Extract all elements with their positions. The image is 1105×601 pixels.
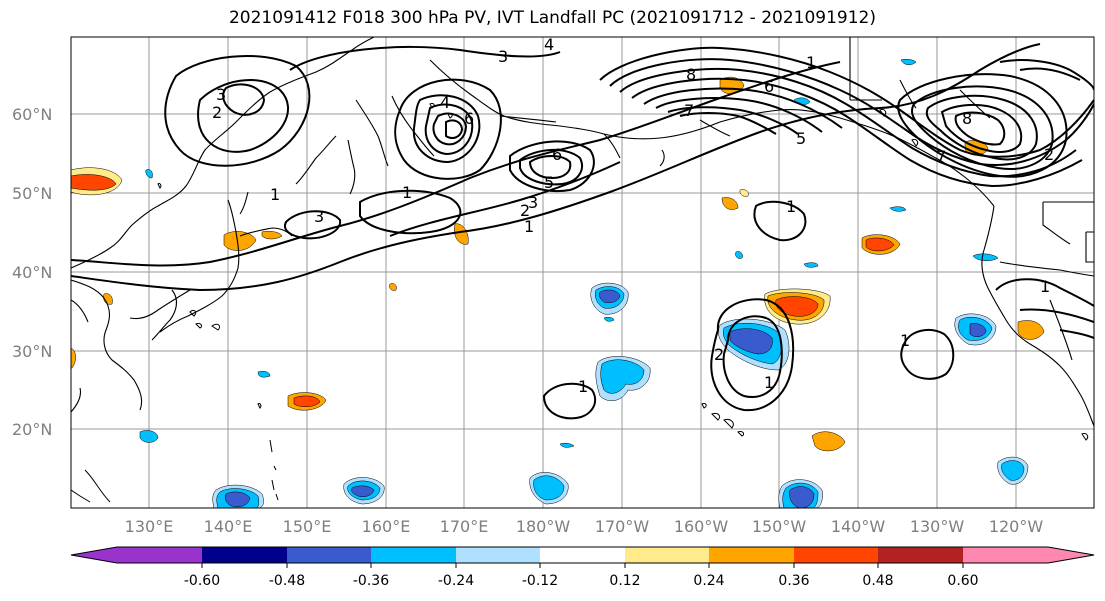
colorbar-segment — [878, 547, 963, 563]
lon-label: 150°W — [752, 517, 807, 536]
lon-label: 150°E — [283, 517, 332, 536]
lat-label: 20°N — [12, 420, 52, 439]
colorbar-tick-label: -0.12 — [522, 573, 558, 589]
colorbar-tick-label: -0.60 — [184, 573, 220, 589]
colorbar-segment — [540, 547, 625, 563]
contour-label: 1 — [578, 377, 588, 396]
contour-label: 2 — [1044, 145, 1054, 164]
lon-label: 130°E — [125, 517, 174, 536]
colorbar-segment — [794, 547, 878, 563]
colorbar-segment — [202, 547, 287, 563]
contour-label: 4 — [440, 93, 450, 112]
lon-label: 170°E — [440, 517, 489, 536]
colorbar-segment — [287, 547, 371, 563]
contour-label: 1 — [402, 183, 412, 202]
latitude-labels: 60°N 50°N 40°N 30°N 20°N — [12, 105, 52, 439]
lon-label: 130°W — [910, 517, 965, 536]
ivt-shading — [71, 58, 1045, 508]
lat-label: 60°N — [12, 105, 52, 124]
contour-label: 3 — [528, 193, 538, 212]
longitude-labels: 130°E 140°E 150°E 160°E 170°E 180°W 170°… — [125, 517, 1044, 536]
lon-label: 160°E — [362, 517, 411, 536]
contour-label: 3 — [498, 47, 508, 66]
contour-label: 7 — [684, 101, 694, 120]
lon-label: 180°W — [516, 517, 571, 536]
colorbar-tick-label: -0.24 — [438, 573, 474, 589]
contour-label: 2 — [212, 103, 222, 122]
colorbar-segment — [1048, 547, 1094, 563]
colorbar-segment — [456, 547, 540, 563]
colorbar-tick-label: 0.36 — [778, 573, 809, 589]
colorbar-segment — [371, 547, 456, 563]
colorbar-segment — [709, 547, 794, 563]
contour-label: 3 — [216, 85, 226, 104]
pv-contours — [71, 43, 1094, 420]
islands — [71, 103, 1089, 503]
contour-label: 5 — [544, 173, 554, 192]
colorbar-tick-label: 0.24 — [693, 573, 724, 589]
contour-label: 2 — [520, 201, 530, 220]
colorbar-tick-label: -0.48 — [269, 573, 305, 589]
lat-label: 40°N — [12, 263, 52, 282]
contour-label: 3 — [314, 207, 324, 226]
contour-label: 8 — [962, 109, 972, 128]
contour-label: 1 — [786, 197, 796, 216]
colorbar: -0.60 -0.48 -0.36 -0.24 -0.12 0.12 0.24 … — [70, 546, 1095, 589]
lon-label: 140°W — [831, 517, 886, 536]
colorbar-tick-label: 0.48 — [862, 573, 893, 589]
colorbar-outline — [70, 546, 1095, 564]
colorbar-tick-label: 0.12 — [609, 573, 640, 589]
contour-label: 8 — [686, 65, 696, 84]
contour-label: 1 — [900, 331, 910, 350]
contour-label: 6 — [764, 77, 774, 96]
contour-label: 5 — [796, 129, 806, 148]
contour-label: 6 — [464, 109, 474, 128]
contour-labels: 1 1 1 1 1 1 1 1 1 2 2 2 2 3 3 3 3 4 4 5 … — [212, 35, 1054, 396]
contour-label: 4 — [544, 35, 554, 54]
lon-label: 160°W — [674, 517, 729, 536]
colorbar-segment — [117, 547, 202, 563]
lon-label: 170°W — [595, 517, 650, 536]
colorbar-segment — [625, 547, 709, 563]
contour-label: 1 — [806, 53, 816, 72]
contour-label: 1 — [270, 185, 280, 204]
colorbar-tick-label: 0.60 — [947, 573, 978, 589]
colorbar-segment — [71, 547, 117, 563]
lat-label: 30°N — [12, 342, 52, 361]
map-frame — [70, 36, 1095, 509]
gridlines — [71, 37, 1094, 508]
colorbar-segment — [963, 547, 1048, 563]
contour-label: 6 — [552, 145, 562, 164]
contour-label: 7 — [936, 147, 946, 166]
colorbar-tick-label: -0.36 — [353, 573, 389, 589]
lon-label: 120°W — [989, 517, 1044, 536]
map-title: 2021091412 F018 300 hPa PV, IVT Landfall… — [228, 8, 876, 28]
contour-label: 1 — [1040, 277, 1050, 296]
colorbar-ticks — [201, 563, 964, 568]
lat-label: 50°N — [12, 184, 52, 203]
lon-label: 140°E — [204, 517, 253, 536]
contour-label: 2 — [714, 345, 724, 364]
contour-label: 1 — [524, 217, 534, 236]
contour-label: 1 — [764, 373, 774, 392]
